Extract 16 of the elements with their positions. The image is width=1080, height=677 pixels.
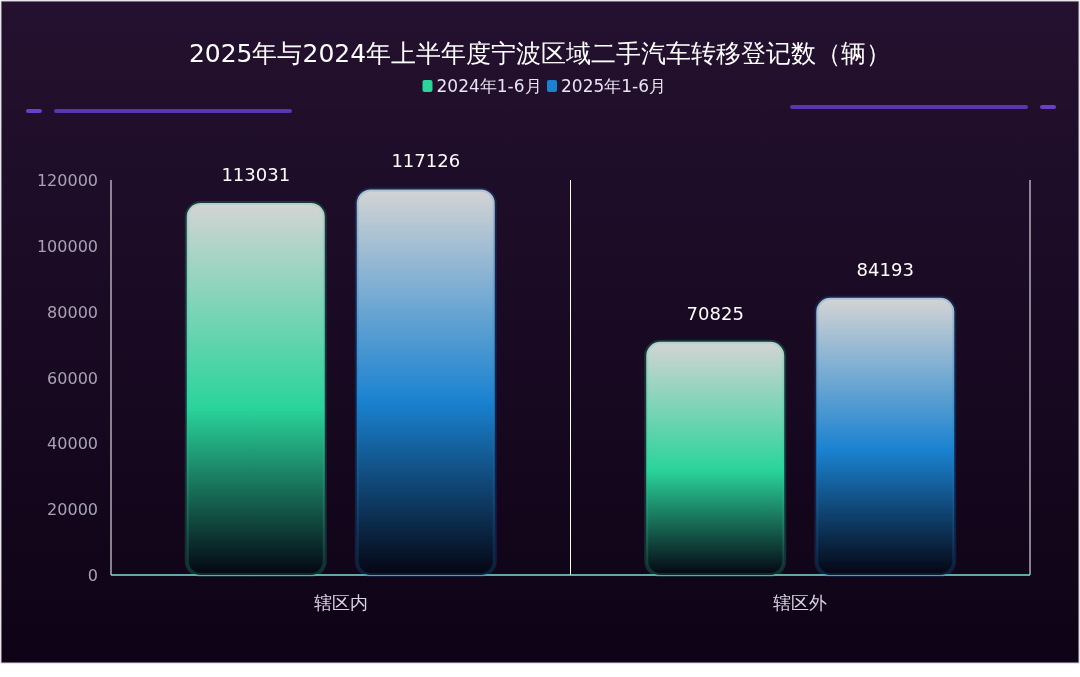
data-label: 70825 (686, 302, 744, 324)
legend-label: 2024年1-6月 (436, 76, 542, 96)
y-tick-label: 0 (87, 566, 98, 585)
data-label: 117126 (391, 150, 461, 172)
y-tick-label: 80000 (47, 302, 98, 322)
x-tick-label: 辖区内 (313, 592, 368, 613)
y-tick-label: 120000 (36, 171, 98, 190)
y-tick-label: 60000 (47, 368, 98, 388)
y-tick-label: 40000 (47, 434, 98, 454)
y-tick-label: 20000 (47, 500, 98, 520)
legend-label: 2025年1-6月 (561, 76, 667, 96)
chart-title: 2025年与2024年上半年度宁波区域二手汽车转移登记数（辆） (188, 39, 892, 68)
data-label: 84193 (856, 258, 914, 280)
x-tick-label: 辖区外 (773, 592, 828, 613)
data-label: 113031 (221, 163, 291, 185)
y-tick-label: 100000 (36, 236, 98, 256)
